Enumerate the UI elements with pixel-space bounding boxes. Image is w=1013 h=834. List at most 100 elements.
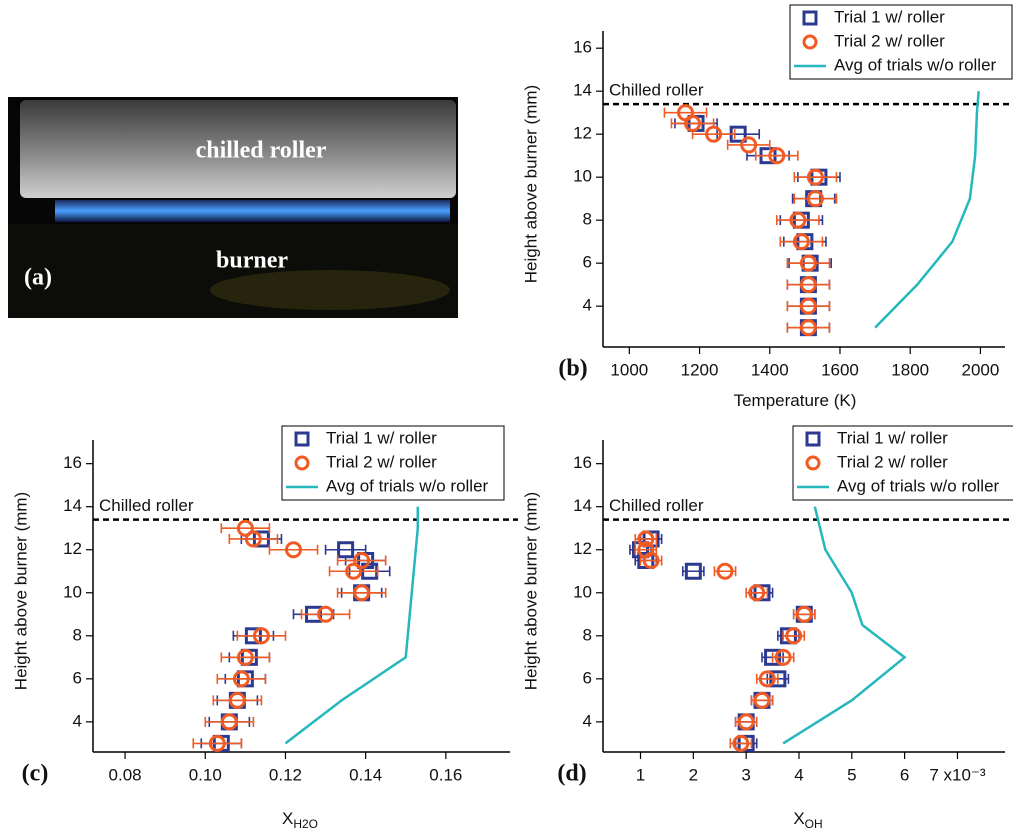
- legend-box: [792, 425, 1013, 501]
- x-tick-label: 6: [900, 765, 909, 784]
- error-bar: [300, 609, 351, 620]
- legend-swatch: [802, 34, 818, 50]
- circle-marker: [799, 254, 817, 272]
- circle-marker: [768, 147, 786, 165]
- legend-swatch: [802, 10, 818, 26]
- error-bar: [663, 107, 708, 118]
- avg-line: [284, 506, 420, 745]
- legend-swatch: [805, 431, 821, 447]
- circle-marker: [317, 605, 335, 623]
- circle-marker: [799, 319, 817, 337]
- x-tick-label: 1: [636, 765, 645, 784]
- y-axis-title: Height above burner (mm): [521, 85, 540, 283]
- circle-marker: [740, 136, 758, 154]
- circle-marker: [232, 670, 250, 688]
- y-axis-title: Height above burner (mm): [11, 492, 30, 690]
- x-axis-title-sub: H2O: [293, 817, 318, 831]
- legend-label: Trial 2 w/ roller: [837, 452, 948, 471]
- circle-marker: [637, 530, 655, 548]
- error-bar: [228, 533, 279, 544]
- x-axis-title: Temperature (K): [734, 391, 857, 410]
- error-bar: [793, 193, 838, 204]
- panel-label: (c): [22, 761, 49, 787]
- y-tick-label: 16: [573, 453, 592, 472]
- avg-line: [874, 91, 980, 329]
- burner-light: [210, 270, 450, 310]
- circle-marker: [806, 190, 824, 208]
- circle-marker: [208, 734, 226, 752]
- circle-marker: [785, 627, 803, 645]
- flame-glow: [55, 200, 450, 222]
- roller-caption: chilled roller: [196, 138, 327, 164]
- legend-swatch: [805, 455, 821, 471]
- circle-marker: [789, 211, 807, 229]
- x-axis-title-main: X: [793, 809, 804, 828]
- error-bar: [236, 630, 287, 641]
- x-tick-label: 3: [741, 765, 750, 784]
- error-bar: [212, 695, 263, 706]
- x-tick-label: 1600: [821, 360, 859, 379]
- legend-label: Avg of trials w/o roller: [326, 476, 489, 495]
- chilled-roller-label: Chilled roller: [609, 496, 704, 515]
- panel-label: (b): [558, 356, 587, 382]
- error-bar: [754, 150, 799, 161]
- y-tick-label: 4: [73, 711, 82, 730]
- error-bar: [786, 258, 831, 269]
- circle-marker: [774, 648, 792, 666]
- circle-marker: [792, 233, 810, 251]
- y-tick-label: 12: [573, 124, 592, 143]
- y-tick-label: 16: [63, 453, 82, 472]
- square-marker: [684, 562, 702, 580]
- circle-marker: [737, 713, 755, 731]
- panel-label: (a): [24, 265, 52, 291]
- x-tick-label: 2000: [962, 360, 1000, 379]
- y-tick-label: 8: [73, 625, 82, 644]
- panel-label: (d): [557, 761, 586, 787]
- error-bar: [328, 566, 379, 577]
- legend-label: Avg of trials w/o roller: [837, 476, 1000, 495]
- burner-caption: burner: [216, 248, 288, 274]
- error-bar: [786, 301, 831, 312]
- y-tick-label: 8: [583, 210, 592, 229]
- circle-marker: [753, 691, 771, 709]
- circle-marker: [220, 713, 238, 731]
- x-tick-label: 1400: [751, 360, 789, 379]
- avg-line: [782, 506, 907, 745]
- y-tick-label: 10: [63, 582, 82, 601]
- x-tick-label: 0.14: [349, 765, 382, 784]
- photo-panel: chilled roller burner (a): [8, 97, 458, 318]
- x-tick-label: 1800: [891, 360, 929, 379]
- circle-marker: [236, 648, 254, 666]
- legend-box: [789, 4, 1013, 80]
- legend-label: Trial 2 w/ roller: [834, 31, 945, 50]
- error-bar: [216, 673, 267, 684]
- circle-marker: [345, 562, 363, 580]
- circle-marker: [758, 670, 776, 688]
- y-tick-label: 10: [573, 167, 592, 186]
- legend-swatch: [294, 455, 310, 471]
- x-tick-label: 5: [847, 765, 856, 784]
- x-axis-title: XH2O: [282, 809, 318, 831]
- x-tick-label: 4: [794, 765, 803, 784]
- chilled-roller-label: Chilled roller: [99, 496, 194, 515]
- roller-shape: [20, 100, 456, 198]
- x-axis-title-main: Temperature (K): [734, 391, 857, 410]
- circle-marker: [732, 734, 750, 752]
- legend-label: Trial 2 w/ roller: [326, 452, 437, 471]
- circle-marker: [284, 541, 302, 559]
- circle-marker: [716, 562, 734, 580]
- x-tick-label: 0.12: [269, 765, 302, 784]
- error-bar: [779, 236, 824, 247]
- error-bar: [336, 555, 387, 566]
- x-tick-label: 1200: [681, 360, 719, 379]
- legend-label: Trial 1 w/ roller: [326, 428, 437, 447]
- y-tick-label: 12: [63, 539, 82, 558]
- circle-marker: [236, 519, 254, 537]
- x-tick-label: 0.16: [429, 765, 462, 784]
- x-tick-label: 2: [689, 765, 698, 784]
- y-tick-label: 6: [73, 668, 82, 687]
- legend-box: [281, 425, 505, 501]
- y-tick-label: 10: [573, 582, 592, 601]
